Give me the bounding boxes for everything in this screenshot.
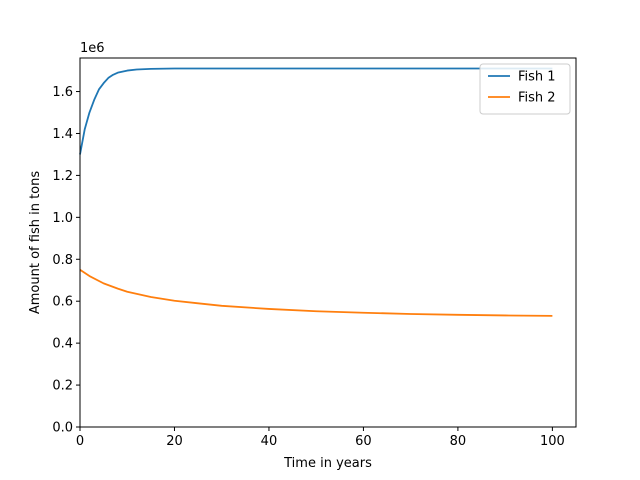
y-tick-label: 1.0 — [52, 211, 73, 226]
series-layer — [79, 67, 553, 317]
series-line-fish-1 — [79, 67, 553, 155]
y-axis-ticks: 0.0 0.2 0.4 0.6 0.8 1.0 1.2 1.4 1.6 — [52, 85, 80, 436]
x-tick-label: 0 — [76, 434, 84, 449]
y-tick-label: 1.2 — [52, 169, 73, 184]
x-axis-label: Time in years — [283, 456, 372, 471]
x-axis-ticks: 0 20 40 60 80 100 — [76, 427, 565, 449]
legend: Fish 1 Fish 2 — [479, 63, 571, 115]
y-tick-label: 1.4 — [52, 127, 73, 142]
y-tick-label: 0.6 — [52, 295, 73, 310]
y-tick-label: 0.8 — [52, 253, 73, 268]
y-axis-offset-text: 1e6 — [80, 41, 105, 56]
y-tick-label: 0.0 — [52, 421, 73, 436]
x-tick-label: 60 — [355, 434, 372, 449]
axes-frame — [79, 57, 577, 428]
x-tick-label: 20 — [166, 434, 183, 449]
series-line-fish-2 — [79, 269, 553, 317]
x-tick-label: 100 — [540, 434, 565, 449]
x-tick-label: 80 — [450, 434, 467, 449]
y-tick-label: 0.4 — [52, 337, 73, 352]
x-tick-label: 40 — [261, 434, 278, 449]
y-tick-label: 0.2 — [52, 379, 73, 394]
legend-label: Fish 1 — [518, 70, 556, 85]
legend-label: Fish 2 — [518, 91, 556, 106]
y-tick-label: 1.6 — [52, 85, 73, 100]
y-axis-label: Amount of fish in tons — [28, 171, 43, 314]
